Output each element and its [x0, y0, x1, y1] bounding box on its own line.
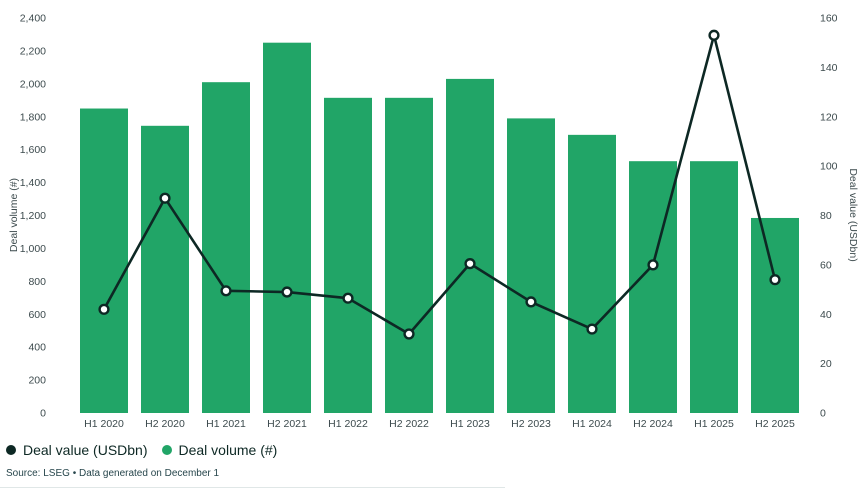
- bar-h1-2023: [446, 78, 494, 413]
- x-axis-label: H1 2023: [450, 418, 490, 430]
- line-point-h1-2025: [708, 29, 720, 41]
- line-point-h2-2025: [769, 274, 781, 286]
- source-note: Source: LSEG • Data generated on Decembe…: [6, 468, 220, 479]
- right-axis-tick: 160: [820, 13, 838, 25]
- x-axis-label: H1 2022: [328, 418, 368, 430]
- x-axis-label: H2 2021: [267, 418, 307, 430]
- line-point-h1-2021: [220, 285, 232, 297]
- left-axis-tick: 600: [28, 309, 46, 321]
- bar-h2-2020: [141, 125, 189, 413]
- right-axis-tick: 20: [820, 358, 832, 370]
- combo-chart: 02004006008001,0001,2001,4001,6001,8002,…: [8, 13, 859, 431]
- line-point-h1-2020: [98, 303, 110, 315]
- line-point-h1-2023: [464, 258, 476, 270]
- x-axis-label: H2 2023: [511, 418, 551, 430]
- right-axis-tick: 60: [820, 259, 832, 271]
- right-axis-tick: 40: [820, 309, 832, 321]
- right-axis-tick: 120: [820, 111, 838, 123]
- legend-item-deal-volume: Deal volume (#): [161, 442, 278, 458]
- legend-label-deal-value: Deal value (USDbn): [23, 442, 148, 458]
- x-axis-label: H2 2024: [633, 418, 673, 430]
- bar-h1-2024: [568, 134, 616, 413]
- left-axis-tick: 0: [40, 408, 46, 420]
- bottom-divider: [0, 487, 505, 488]
- right-axis-tick: 0: [820, 408, 826, 420]
- line-point-h2-2024: [647, 259, 659, 271]
- left-axis-tick: 1,800: [20, 111, 46, 123]
- bar-h2-2022: [385, 97, 433, 414]
- left-axis-title: Deal volume (#): [8, 178, 20, 252]
- legend-label-deal-volume: Deal volume (#): [178, 442, 278, 458]
- x-axis-label: H1 2020: [84, 418, 124, 430]
- left-axis-tick: 800: [28, 276, 46, 288]
- left-axis-tick: 2,000: [20, 78, 46, 90]
- legend-item-deal-value: Deal value (USDbn): [6, 442, 148, 458]
- bar-h1-2022: [324, 97, 372, 414]
- bar-h2-2023: [507, 118, 555, 413]
- line-point-h2-2021: [281, 286, 293, 298]
- x-axis-label: H2 2025: [755, 418, 795, 430]
- bar-h2-2025: [751, 217, 799, 413]
- left-axis-tick: 2,200: [20, 45, 46, 57]
- bar-h1-2021: [202, 82, 250, 413]
- x-axis-label: H1 2021: [206, 418, 246, 430]
- left-axis-tick: 1,200: [20, 210, 46, 222]
- right-axis-tick: 140: [820, 62, 838, 74]
- right-axis-tick: 100: [820, 161, 838, 173]
- deal-volume-dot-icon: [161, 445, 172, 455]
- deal-value-dot-icon: [6, 445, 16, 455]
- chart-area: 0 200 400 600 800 1,000 1,200 1,400 1,600 1,800 2,…: [8, 13, 859, 431]
- x-axis-label: H1 2024: [572, 418, 612, 430]
- line-point-h2-2020: [159, 192, 171, 204]
- right-axis-title: Deal value (USDbn): [847, 168, 859, 261]
- line-point-h2-2022: [403, 328, 415, 340]
- bar-h2-2021: [263, 42, 311, 413]
- left-axis-tick: 1,000: [20, 243, 46, 255]
- x-axis-label: H2 2020: [145, 418, 185, 430]
- line-point-h1-2022: [342, 292, 354, 304]
- x-axis-label: H1 2025: [694, 418, 734, 430]
- x-axis-label: H2 2022: [389, 418, 429, 430]
- line-point-h1-2024: [586, 323, 598, 335]
- left-axis-tick: 1,600: [20, 144, 46, 156]
- bar-h1-2025: [690, 161, 738, 413]
- left-axis-tick: 200: [28, 375, 46, 387]
- left-axis-tick: 400: [28, 342, 46, 354]
- chart-legend: Deal value (USDbn) Deal volume (#): [6, 442, 277, 458]
- deal-value-line: [102, 33, 777, 336]
- bar-h1-2020: [80, 108, 128, 413]
- right-axis-tick: 80: [820, 210, 832, 222]
- left-axis-tick: 1,400: [20, 177, 46, 189]
- left-axis-tick: 2,400: [20, 13, 46, 25]
- line-point-h2-2023: [525, 296, 537, 308]
